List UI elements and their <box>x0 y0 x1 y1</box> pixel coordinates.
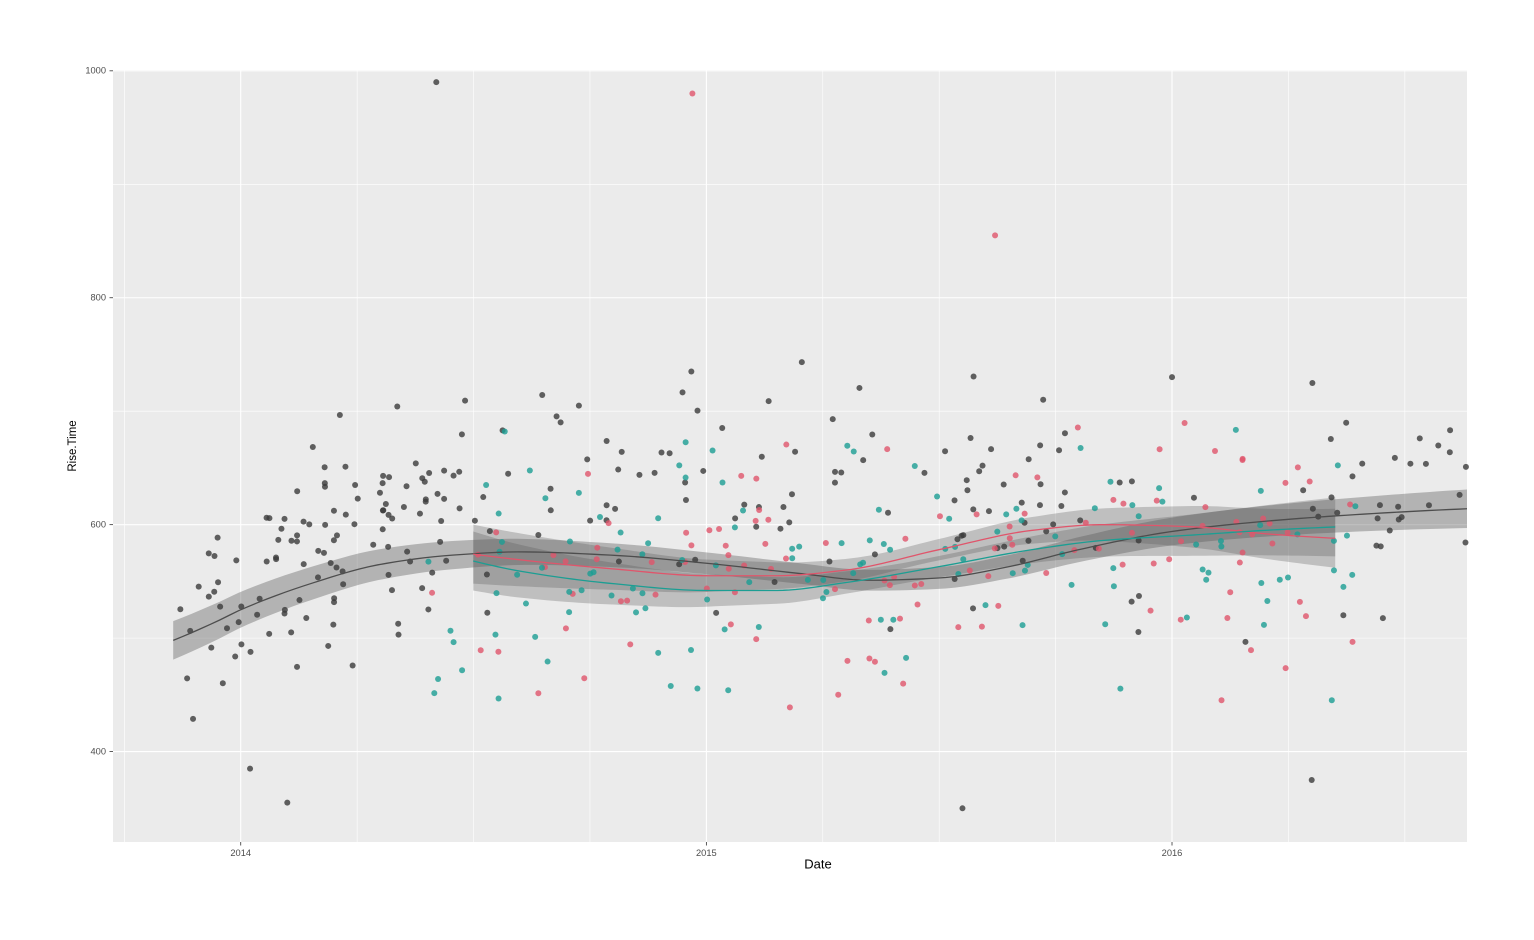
svg-text:Date: Date <box>804 857 831 872</box>
svg-text:Rise.Time: Rise.Time <box>67 420 79 471</box>
svg-text:1000: 1000 <box>85 66 106 76</box>
svg-text:400: 400 <box>90 746 106 756</box>
svg-text:600: 600 <box>90 519 106 529</box>
svg-text:2014: 2014 <box>230 848 251 858</box>
svg-text:2016: 2016 <box>1162 848 1183 858</box>
svg-text:2015: 2015 <box>696 848 717 858</box>
svg-text:800: 800 <box>90 293 106 303</box>
